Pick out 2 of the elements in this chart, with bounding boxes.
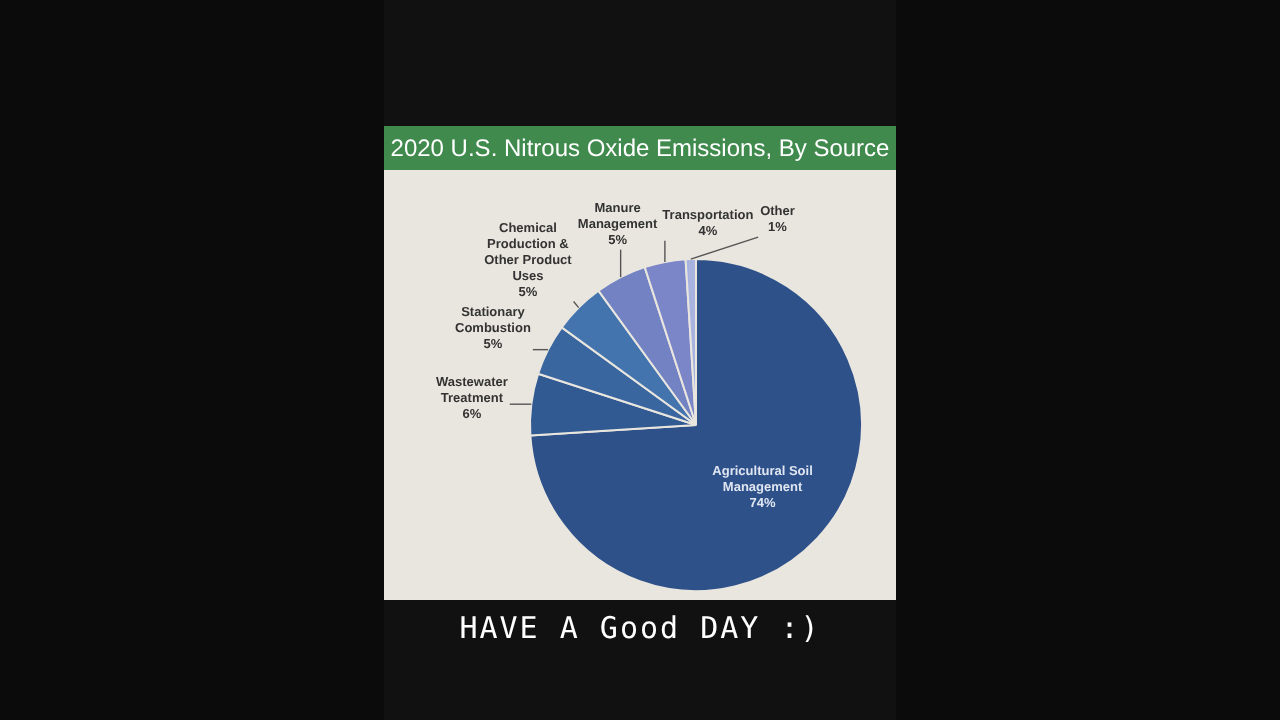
text: HAVE A Good DAY :) [457, 610, 823, 646]
chart-title: 2020 U.S. Nitrous Oxide Emissions, By Source [384, 126, 896, 170]
